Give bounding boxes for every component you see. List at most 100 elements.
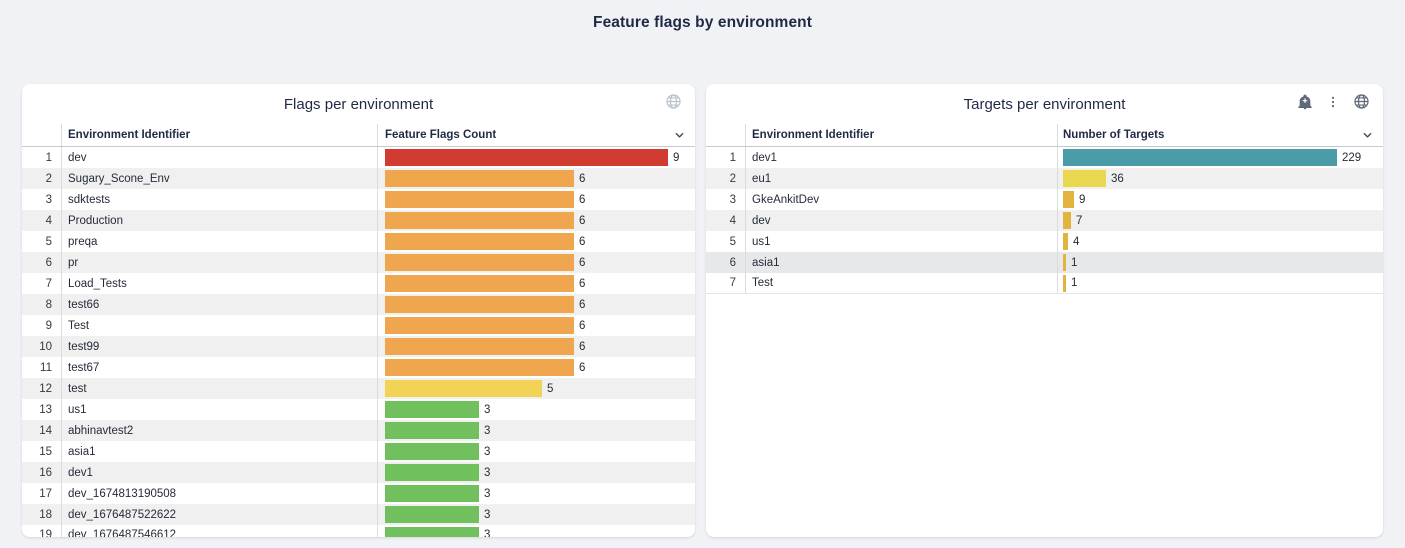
environment-name: dev_1674813190508 [62, 483, 378, 504]
page-title: Feature flags by environment [593, 14, 812, 31]
value-bar[interactable] [385, 149, 668, 166]
chart-toolbar [665, 93, 682, 110]
value-bar[interactable] [385, 380, 542, 397]
value-bar[interactable] [1063, 233, 1068, 250]
column-header-environment-identifier[interactable]: Environment Identifier [62, 124, 378, 146]
table-row[interactable]: 18 dev_1676487522622 3 [22, 504, 695, 525]
bar-cell: 3 [378, 462, 695, 483]
value-bar[interactable] [385, 191, 574, 208]
table-row[interactable]: 19 dev_1676487546612 3 [22, 525, 695, 537]
value-bar[interactable] [385, 233, 574, 250]
value-bar[interactable] [1063, 191, 1074, 208]
environment-name: us1 [62, 399, 378, 420]
value-label: 6 [579, 172, 586, 185]
value-label: 6 [579, 298, 586, 311]
value-bar[interactable] [385, 485, 479, 502]
bar-cell: 6 [378, 168, 695, 189]
environment-name: Sugary_Scone_Env [62, 168, 378, 189]
value-bar[interactable] [385, 401, 479, 418]
chevron-down-icon[interactable] [673, 129, 686, 142]
value-bar[interactable] [1063, 254, 1066, 271]
value-bar[interactable] [1063, 149, 1337, 166]
row-index: 8 [22, 294, 62, 315]
globe-icon[interactable] [1353, 93, 1370, 110]
table-row[interactable]: 13 us1 3 [22, 399, 695, 420]
table-row[interactable]: 17 dev_1674813190508 3 [22, 483, 695, 504]
table-row[interactable]: 2 Sugary_Scone_Env 6 [22, 168, 695, 189]
value-bar[interactable] [1063, 170, 1106, 187]
value-label: 3 [484, 403, 491, 416]
chart-title: Targets per environment [963, 95, 1126, 113]
column-header-number-of-targets[interactable]: Number of Targets [1063, 129, 1165, 141]
table-row[interactable]: 3 sdktests 6 [22, 189, 695, 210]
table-row[interactable]: 3 GkeAnkitDev 9 [706, 189, 1383, 210]
table-row[interactable]: 4 Production 6 [22, 210, 695, 231]
table-row[interactable]: 1 dev 9 [22, 147, 695, 168]
table-row[interactable]: 7 Load_Tests 6 [22, 273, 695, 294]
value-bar[interactable] [385, 443, 479, 460]
kebab-menu-icon[interactable] [1326, 95, 1340, 109]
bar-cell: 3 [378, 525, 695, 537]
table-row[interactable]: 7 Test 1 [706, 273, 1383, 294]
chart-toolbar [1297, 93, 1370, 110]
table-row[interactable]: 5 us1 4 [706, 231, 1383, 252]
bar-cell: 36 [1058, 168, 1383, 189]
environment-name: Load_Tests [62, 273, 378, 294]
row-index: 3 [22, 189, 62, 210]
globe-icon[interactable] [665, 93, 682, 110]
add-alert-icon[interactable] [1297, 94, 1313, 110]
value-bar[interactable] [385, 422, 479, 439]
value-bar[interactable] [385, 170, 574, 187]
environment-name: GkeAnkitDev [746, 189, 1058, 210]
row-number-header [22, 124, 62, 146]
bar-cell: 3 [378, 399, 695, 420]
table-row[interactable]: 5 preqa 6 [22, 231, 695, 252]
value-bar[interactable] [385, 506, 479, 523]
table-row[interactable]: 2 eu1 36 [706, 168, 1383, 189]
table-row[interactable]: 4 dev 7 [706, 210, 1383, 231]
value-bar[interactable] [385, 359, 574, 376]
bar-cell: 3 [378, 441, 695, 462]
table-row[interactable]: 9 Test 6 [22, 315, 695, 336]
chart-header: Targets per environment [706, 84, 1383, 124]
table-row[interactable]: 1 dev1 229 [706, 147, 1383, 168]
value-bar[interactable] [1063, 274, 1066, 292]
table-row[interactable]: 10 test99 6 [22, 336, 695, 357]
environment-name: abhinavtest2 [62, 420, 378, 441]
value-label: 6 [579, 361, 586, 374]
table-row[interactable]: 11 test67 6 [22, 357, 695, 378]
table-row[interactable]: 6 pr 6 [22, 252, 695, 273]
chevron-down-icon[interactable] [1361, 129, 1374, 142]
value-label: 6 [579, 193, 586, 206]
value-bar[interactable] [385, 338, 574, 355]
table-body: 1 dev1 229 2 eu1 36 3 GkeAnkitDev 9 4 dev 7 5 us1 4 6 as… [706, 147, 1383, 294]
value-bar[interactable] [385, 212, 574, 229]
table-header-row: Environment Identifier Feature Flags Cou… [22, 124, 695, 147]
table-row[interactable]: 6 asia1 1 [706, 252, 1383, 273]
table-row[interactable]: 15 asia1 3 [22, 441, 695, 462]
value-bar[interactable] [385, 526, 479, 537]
column-header-feature-flags-count[interactable]: Feature Flags Count [385, 129, 497, 141]
environment-name: dev1 [62, 462, 378, 483]
column-header-environment-identifier[interactable]: Environment Identifier [746, 124, 1058, 146]
table-row[interactable]: 8 test66 6 [22, 294, 695, 315]
value-bar[interactable] [385, 275, 574, 292]
row-index: 1 [22, 147, 62, 168]
panel-targets-per-environment: Targets per environment [706, 84, 1383, 537]
value-bar[interactable] [1063, 212, 1071, 229]
bar-cell: 6 [378, 231, 695, 252]
row-index: 4 [706, 210, 746, 231]
value-bar[interactable] [385, 464, 479, 481]
table-row[interactable]: 16 dev1 3 [22, 462, 695, 483]
row-index: 7 [706, 273, 746, 293]
value-label: 1 [1071, 256, 1078, 269]
value-bar[interactable] [385, 296, 574, 313]
table-row[interactable]: 12 test 5 [22, 378, 695, 399]
value-bar[interactable] [385, 317, 574, 334]
bar-cell: 6 [378, 336, 695, 357]
bar-cell: 1 [1058, 252, 1383, 273]
value-bar[interactable] [385, 254, 574, 271]
row-index: 13 [22, 399, 62, 420]
table-row[interactable]: 14 abhinavtest2 3 [22, 420, 695, 441]
environment-name: Production [62, 210, 378, 231]
